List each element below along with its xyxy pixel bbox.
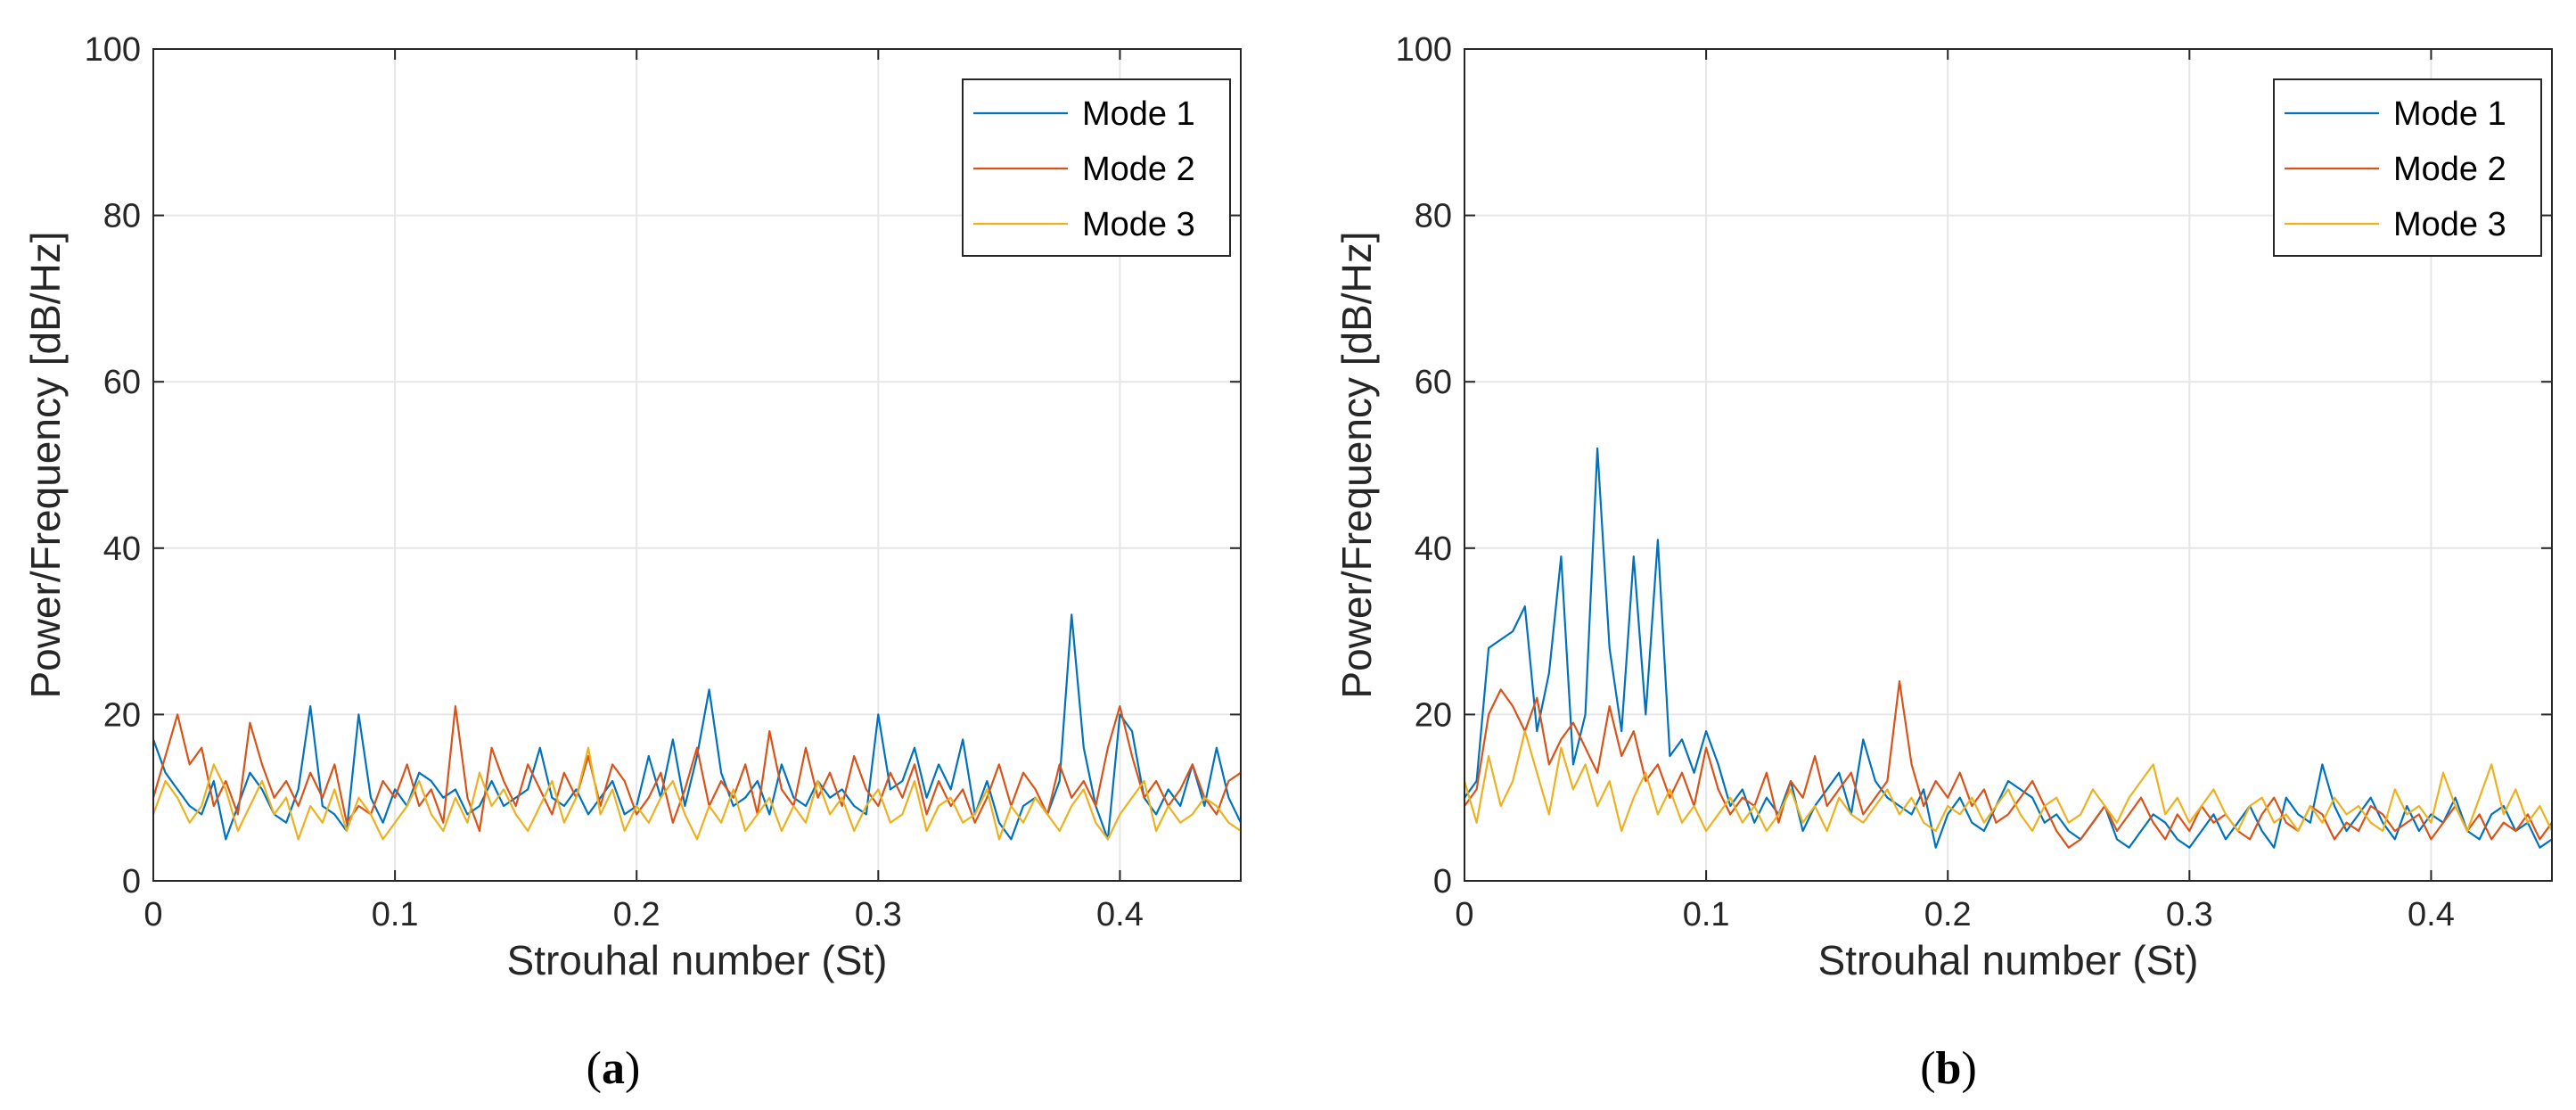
y-tick-label: 80 — [103, 198, 141, 235]
y-tick-label: 20 — [1415, 696, 1452, 734]
x-tick-label: 0.4 — [1096, 896, 1144, 933]
x-tick-label: 0 — [144, 896, 162, 933]
series-line-mode-3 — [1463, 729, 2553, 833]
panel-b: 0 0.1 0.2 0.3 0.4 0 20 40 60 80 100 Strouhal number… — [1333, 31, 2553, 1094]
series-line-mode-3 — [152, 746, 1242, 841]
legend-label-mode-3: Mode 3 — [2393, 206, 2506, 243]
x-tick-label: 0 — [1455, 896, 1473, 933]
panel-caption: (a) — [587, 1043, 641, 1094]
y-tick-label: 0 — [1433, 863, 1452, 900]
axes-box — [1464, 48, 2553, 882]
caption-open-paren: ( — [587, 1043, 602, 1094]
axes-box — [152, 48, 1242, 882]
series-line-mode-1 — [1464, 447, 2553, 849]
x-axis-title: Strouhal number (St) — [1818, 937, 2199, 983]
x-tick-label: 0.1 — [1683, 896, 1730, 933]
series-line-mode-2 — [152, 704, 1242, 833]
y-tick-label: 60 — [103, 364, 141, 401]
caption-letter: b — [1936, 1043, 1962, 1094]
legend-label-mode-3: Mode 3 — [1082, 206, 1195, 243]
caption-close-paren: ) — [625, 1043, 640, 1094]
legend: Mode 1 Mode 2 Mode 3 — [962, 78, 1231, 257]
caption-letter: a — [602, 1043, 625, 1094]
y-tick-label: 100 — [85, 31, 141, 69]
y-tick-label: 60 — [1415, 364, 1452, 401]
caption-open-paren: ( — [1920, 1043, 1935, 1094]
y-tick-label: 40 — [103, 530, 141, 568]
legend-label-mode-2: Mode 2 — [2393, 151, 2506, 188]
series-line-mode-2 — [1464, 679, 2553, 849]
x-tick-label: 0.3 — [2166, 896, 2213, 933]
x-tick-label: 0.2 — [613, 896, 660, 933]
x-tick-label: 0.3 — [855, 896, 902, 933]
y-tick-label: 40 — [1415, 530, 1452, 568]
panel-caption: (b) — [1920, 1043, 1977, 1094]
x-tick-label: 0.4 — [2408, 896, 2455, 933]
y-axis-title: Power/Frequency [dB/Hz] — [22, 231, 69, 698]
y-tick-label: 0 — [122, 863, 141, 900]
y-tick-label: 20 — [103, 696, 141, 734]
legend-label-mode-1: Mode 1 — [2393, 95, 2506, 133]
series-line-mode-1 — [152, 613, 1242, 841]
y-axis-title: Power/Frequency [dB/Hz] — [1333, 231, 1380, 698]
legend: Mode 1 Mode 2 Mode 3 — [2273, 78, 2542, 257]
panel-a: 0 0.1 0.2 0.3 0.4 0 20 40 60 80 100 Strouhal number… — [22, 31, 1242, 1094]
legend-label-mode-1: Mode 1 — [1082, 95, 1195, 133]
y-tick-label: 80 — [1415, 198, 1452, 235]
x-axis-title: Strouhal number (St) — [507, 937, 888, 983]
legend-label-mode-2: Mode 2 — [1082, 151, 1195, 188]
y-tick-label: 100 — [1396, 31, 1452, 69]
x-tick-label: 0.2 — [1924, 896, 1972, 933]
x-tick-label: 0.1 — [372, 896, 419, 933]
caption-close-paren: ) — [1961, 1043, 1976, 1094]
